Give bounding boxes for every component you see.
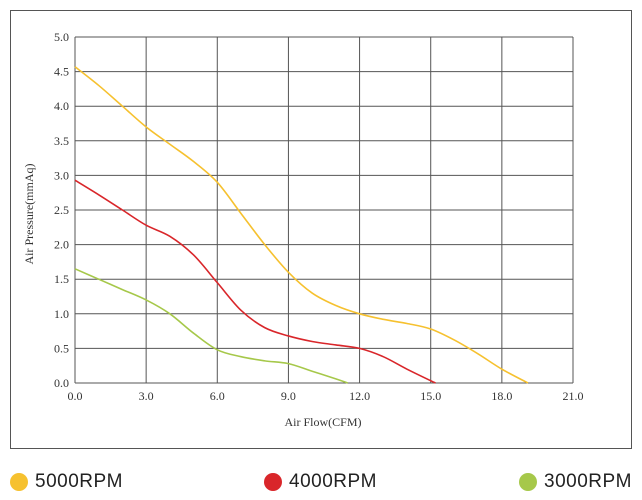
- y-axis-label: Air Pressure(mmAq): [22, 164, 36, 265]
- y-tick-label: 1.0: [54, 307, 69, 321]
- x-tick-label: 18.0: [491, 389, 512, 403]
- y-tick-label: 2.0: [54, 238, 69, 252]
- series-line-3000rpm: [74, 268, 348, 384]
- x-tick-label: 15.0: [420, 389, 441, 403]
- series-line-4000rpm: [74, 179, 436, 384]
- x-tick-label: 0.0: [68, 389, 83, 403]
- y-tick-label: 0.0: [54, 376, 69, 390]
- y-tick-label: 5.0: [54, 30, 69, 44]
- legend-item-5000rpm: 5000RPM: [10, 468, 123, 496]
- chart-plot: Air Flow(CFM) Air Pressure(mmAq) 0.0 0.5 1…: [22, 30, 584, 429]
- y-tick-label: 2.5: [54, 203, 69, 217]
- x-axis-label: Air Flow(CFM): [284, 415, 361, 429]
- y-tick-label: 3.0: [54, 168, 69, 182]
- legend-item-3000rpm: 3000RPM: [519, 468, 632, 496]
- y-tick-label: 4.5: [54, 65, 69, 79]
- x-tick-label: 12.0: [349, 389, 370, 403]
- legend: 5000RPM 4000RPM 3000RPM: [0, 468, 642, 496]
- series-line-5000rpm: [74, 66, 529, 384]
- legend-item-4000rpm: 4000RPM: [264, 468, 377, 496]
- x-tick-label: 6.0: [210, 389, 225, 403]
- x-tick-label: 3.0: [139, 389, 154, 403]
- legend-swatch-3000rpm: [519, 473, 537, 491]
- y-tick-label: 0.5: [54, 341, 69, 355]
- x-tick-label: 9.0: [281, 389, 296, 403]
- y-tick-label: 3.5: [54, 134, 69, 148]
- legend-label-3000rpm: 3000RPM: [544, 471, 632, 492]
- y-tick-label: 1.5: [54, 272, 69, 286]
- legend-swatch-5000rpm: [10, 473, 28, 491]
- y-tick-label: 4.0: [54, 99, 69, 113]
- grid-lines: [74, 36, 574, 384]
- legend-label-4000rpm: 4000RPM: [289, 471, 377, 492]
- chart-frame: Air Flow(CFM) Air Pressure(mmAq) 0.0 0.5 1…: [10, 10, 632, 449]
- legend-label-5000rpm: 5000RPM: [35, 471, 123, 492]
- x-tick-label: 21.0: [563, 389, 584, 403]
- legend-swatch-4000rpm: [264, 473, 282, 491]
